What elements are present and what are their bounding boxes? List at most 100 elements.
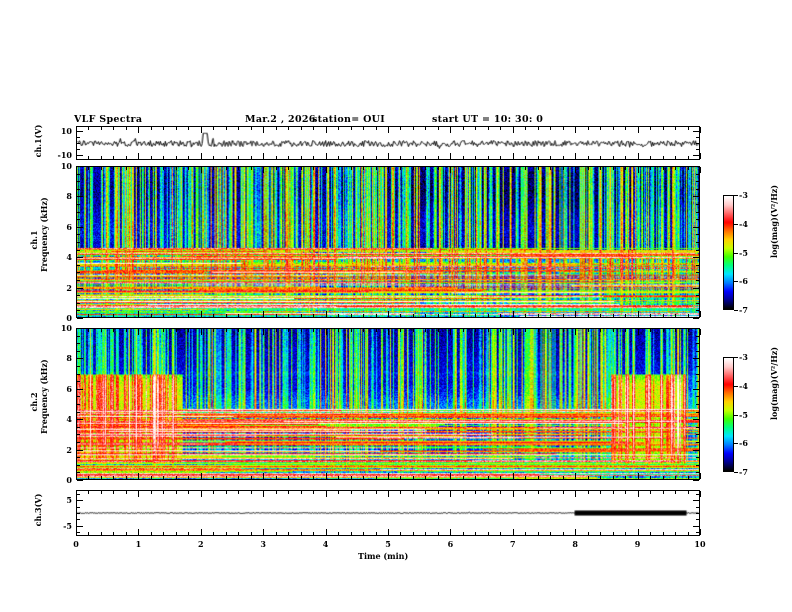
axis-tick (77, 181, 81, 183)
axis-tick (325, 329, 327, 335)
axis-tick (88, 531, 90, 535)
axis-tick (612, 155, 614, 159)
axis-tick (695, 249, 699, 251)
axis-tick (425, 313, 427, 317)
axis-tick (475, 531, 477, 535)
axis-tick (238, 155, 240, 159)
axis-tick (512, 153, 514, 159)
ch1-spectrogram-tick-label: 0 (66, 313, 72, 323)
plot-title: VLF Spectra (74, 114, 143, 125)
axis-tick (437, 491, 439, 495)
axis-tick (575, 473, 577, 479)
axis-tick (77, 449, 83, 451)
axis-tick (675, 167, 677, 171)
axis-tick (76, 311, 77, 317)
axis-tick (575, 167, 577, 173)
axis-tick (225, 475, 227, 479)
axis-tick (450, 127, 452, 133)
axis-tick (363, 531, 365, 535)
axis-tick (625, 531, 627, 535)
axis-tick (462, 491, 464, 495)
axis-tick (338, 329, 340, 333)
axis-tick (125, 127, 127, 131)
axis-tick (88, 313, 90, 317)
axis-tick (687, 475, 689, 479)
axis-tick (77, 358, 83, 360)
axis-tick (695, 219, 699, 221)
axis-tick (77, 464, 81, 466)
axis-tick (695, 234, 699, 236)
axis-tick (388, 491, 389, 497)
axis-tick (662, 313, 664, 317)
ch1-spectrogram-tick-label: 8 (66, 191, 72, 202)
axis-tick (587, 127, 589, 131)
axis-tick (100, 475, 102, 479)
axis-tick (625, 313, 627, 317)
axis-tick (238, 531, 240, 535)
axis-tick (138, 329, 140, 335)
axis-tick (500, 167, 502, 171)
axis-tick (76, 329, 77, 335)
axis-tick (437, 329, 439, 333)
axis-tick (263, 329, 265, 335)
axis-tick (113, 167, 115, 171)
axis-tick (693, 226, 699, 228)
axis-tick (437, 155, 439, 159)
axis-tick (275, 167, 277, 171)
axis-tick (693, 358, 699, 360)
axis-tick (288, 127, 290, 131)
axis-tick (695, 506, 699, 508)
axis-tick (562, 313, 564, 317)
ch1-colorbar-tick-label: -3 (739, 190, 748, 200)
axis-tick (113, 531, 115, 535)
axis-tick (113, 127, 115, 131)
axis-tick (575, 127, 577, 133)
axis-tick (300, 155, 302, 159)
axis-tick (150, 313, 152, 317)
axis-tick (562, 155, 564, 159)
x-tick-label: 0 (73, 539, 79, 549)
axis-tick (325, 473, 327, 479)
axis-tick (525, 475, 527, 479)
axis-tick (250, 491, 252, 495)
axis-tick (695, 136, 699, 138)
axis-tick (695, 335, 699, 337)
axis-tick (450, 529, 452, 535)
axis-tick (400, 531, 402, 535)
axis-tick (487, 329, 489, 333)
axis-tick (138, 473, 140, 479)
axis-tick (587, 531, 589, 535)
x-tick-label: 3 (260, 539, 266, 549)
axis-tick (77, 242, 81, 243)
axis-tick (693, 130, 699, 132)
ch2-spectrogram-tick-label: 4 (66, 414, 72, 425)
axis-tick (188, 127, 190, 131)
ch3-waveform-tick-label: 5 (66, 495, 72, 506)
axis-tick (275, 531, 277, 535)
axis-tick (300, 329, 302, 333)
axis-tick (250, 127, 252, 131)
ch2-spectrogram-panel (76, 328, 700, 480)
axis-tick (350, 167, 352, 171)
axis-tick (437, 531, 439, 535)
axis-tick (250, 531, 252, 535)
axis-tick (288, 531, 290, 535)
axis-tick (300, 491, 302, 495)
axis-tick (288, 167, 290, 171)
axis-tick (77, 366, 81, 367)
ch2-spectrogram-tick-label: 0 (66, 475, 72, 485)
axis-tick (263, 311, 265, 317)
axis-tick (693, 196, 699, 198)
axis-tick (375, 329, 377, 333)
axis-tick (77, 396, 81, 398)
axis-tick (650, 531, 652, 535)
x-tick-label: 6 (447, 539, 454, 549)
axis-tick (693, 388, 699, 390)
axis-tick (600, 313, 602, 317)
axis-tick (400, 155, 402, 159)
axis-tick (695, 472, 699, 474)
axis-tick (325, 491, 327, 497)
axis-tick (150, 127, 152, 131)
axis-tick (600, 531, 602, 535)
axis-tick (350, 531, 352, 535)
